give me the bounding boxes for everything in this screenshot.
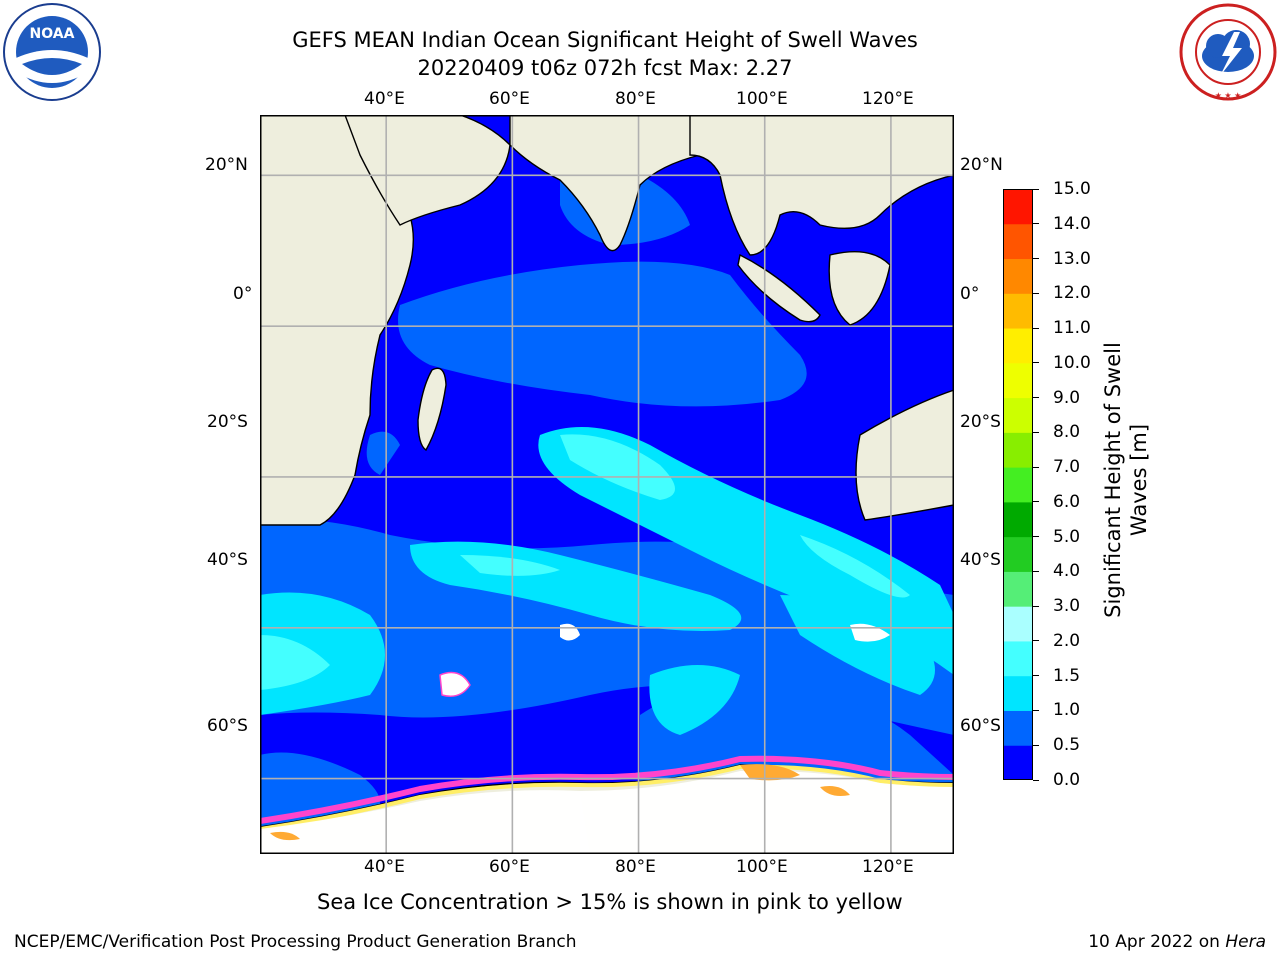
lat-tick-left-0: 0° bbox=[233, 284, 253, 304]
colorbar-tick-mark bbox=[1033, 223, 1039, 225]
lat-tick-right-60s: 60°S bbox=[960, 716, 1001, 736]
colorbar-swatch bbox=[1003, 710, 1033, 746]
colorbar-swatch bbox=[1003, 328, 1033, 364]
colorbar-swatch bbox=[1003, 675, 1033, 711]
chart-title-line2: 20220409 t06z 072h fcst Max: 2.27 bbox=[417, 56, 793, 80]
colorbar-swatch bbox=[1003, 223, 1033, 260]
colorbar-tick-mark bbox=[1033, 570, 1039, 572]
colorbar bbox=[1003, 189, 1033, 781]
colorbar-tick-label: 6.0 bbox=[1053, 491, 1081, 512]
colorbar-tick-label: 0.5 bbox=[1053, 735, 1081, 756]
svg-text:★ ★ ★: ★ ★ ★ bbox=[1215, 91, 1242, 100]
nws-logo: ★ ★ ★ bbox=[1178, 2, 1278, 102]
lon-tick-top-80e: 80°E bbox=[615, 89, 656, 109]
land-borneo bbox=[828, 250, 891, 326]
noaa-logo: NOAA bbox=[2, 2, 102, 102]
sea-ice-caption: Sea Ice Concentration > 15% is shown in … bbox=[317, 890, 903, 914]
lon-tick-top-40e: 40°E bbox=[364, 89, 405, 109]
colorbar-tick-mark bbox=[1033, 709, 1039, 711]
colorbar-tick-mark bbox=[1033, 292, 1039, 294]
noaa-logo-text: NOAA bbox=[30, 26, 75, 42]
colorbar-label-line2: Waves [m] bbox=[1127, 423, 1151, 537]
colorbar-swatch bbox=[1003, 189, 1033, 225]
colorbar-tick-mark bbox=[1033, 779, 1039, 781]
colorbar-tick-label: 13.0 bbox=[1053, 248, 1091, 269]
colorbar-tick-label: 8.0 bbox=[1053, 422, 1081, 443]
colorbar-tick-mark bbox=[1033, 397, 1039, 399]
colorbar-tick-label: 11.0 bbox=[1053, 318, 1091, 339]
lon-tick-top-100e: 100°E bbox=[736, 89, 788, 109]
colorbar-tick-mark bbox=[1033, 466, 1039, 468]
colorbar-tick-label: 1.5 bbox=[1053, 665, 1081, 686]
land-australia bbox=[855, 389, 954, 521]
colorbar-tick-label: 14.0 bbox=[1053, 213, 1091, 234]
colorbar-swatch bbox=[1003, 362, 1033, 399]
map-frame bbox=[260, 115, 954, 854]
colorbar-tick-label: 9.0 bbox=[1053, 387, 1081, 408]
colorbar-tick-mark bbox=[1033, 431, 1039, 433]
lat-tick-left-20s: 20°S bbox=[207, 412, 248, 432]
land-sumatra bbox=[737, 253, 821, 323]
colorbar-swatch bbox=[1003, 745, 1033, 781]
colorbar-swatch bbox=[1003, 293, 1033, 329]
lon-tick-top-120e: 120°E bbox=[862, 89, 914, 109]
lat-tick-right-0: 0° bbox=[960, 284, 980, 304]
lat-tick-left-20n: 20°N bbox=[205, 155, 248, 175]
lon-tick-bottom-60e: 60°E bbox=[489, 857, 530, 877]
colorbar-tick-mark bbox=[1033, 640, 1039, 642]
colorbar-label-line1: Significant Height of Swell bbox=[1101, 342, 1125, 618]
land-india bbox=[509, 115, 701, 252]
lat-tick-right-20n: 20°N bbox=[960, 155, 1003, 175]
lat-tick-left-40s: 40°S bbox=[207, 550, 248, 570]
lat-tick-left-60s: 60°S bbox=[207, 716, 248, 736]
colorbar-tick-label: 10.0 bbox=[1053, 352, 1091, 373]
colorbar-tick-label: 2.0 bbox=[1053, 630, 1081, 651]
colorbar-swatch bbox=[1003, 432, 1033, 468]
colorbar-tick-label: 12.0 bbox=[1053, 283, 1091, 304]
colorbar-tick-mark bbox=[1033, 188, 1039, 190]
colorbar-tick-mark bbox=[1033, 744, 1039, 746]
colorbar-tick-label: 0.0 bbox=[1053, 770, 1081, 790]
colorbar-tick-label: 5.0 bbox=[1053, 526, 1081, 547]
lon-tick-bottom-80e: 80°E bbox=[615, 857, 656, 877]
colorbar-tick-label: 4.0 bbox=[1053, 561, 1081, 582]
colorbar-swatch bbox=[1003, 397, 1033, 433]
colorbar-swatch bbox=[1003, 536, 1033, 572]
colorbar-swatch bbox=[1003, 258, 1033, 294]
lon-tick-top-60e: 60°E bbox=[489, 89, 530, 109]
colorbar-tick-label: 7.0 bbox=[1053, 457, 1081, 478]
colorbar-tick-mark bbox=[1033, 605, 1039, 607]
map-plot bbox=[260, 115, 954, 854]
lat-tick-right-20s: 20°S bbox=[960, 412, 1001, 432]
colorbar-swatch bbox=[1003, 467, 1033, 503]
lon-tick-bottom-100e: 100°E bbox=[736, 857, 788, 877]
colorbar-tick-label: 15.0 bbox=[1053, 179, 1091, 199]
colorbar-tick-mark bbox=[1033, 258, 1039, 260]
colorbar-tick-mark bbox=[1033, 675, 1039, 677]
colorbar-swatch bbox=[1003, 606, 1033, 642]
graticule bbox=[260, 115, 954, 854]
footer-host: Hera bbox=[1225, 932, 1266, 952]
chart-title-line1: GEFS MEAN Indian Ocean Significant Heigh… bbox=[292, 28, 918, 52]
footer-date: 10 Apr 2022 on bbox=[1088, 932, 1226, 952]
colorbar-tick-mark bbox=[1033, 536, 1039, 538]
swell-band-peak bbox=[260, 434, 910, 690]
colorbar-tick-label: 1.0 bbox=[1053, 700, 1081, 721]
colorbar-tick-label: 3.0 bbox=[1053, 596, 1081, 617]
footer-left: NCEP/EMC/Verification Post Processing Pr… bbox=[14, 932, 577, 952]
land-madagascar bbox=[417, 367, 447, 451]
colorbar-swatch bbox=[1003, 501, 1033, 538]
lon-tick-bottom-40e: 40°E bbox=[364, 857, 405, 877]
colorbar-swatch bbox=[1003, 640, 1033, 677]
footer-right: 10 Apr 2022 on Hera bbox=[1088, 932, 1266, 952]
colorbar-tick-mark bbox=[1033, 501, 1039, 503]
sea-ice bbox=[260, 623, 954, 854]
colorbar-tick-mark bbox=[1033, 327, 1039, 329]
lat-tick-right-40s: 40°S bbox=[960, 550, 1001, 570]
colorbar-tick-mark bbox=[1033, 362, 1039, 364]
colorbar-swatch bbox=[1003, 571, 1033, 607]
lon-tick-bottom-120e: 120°E bbox=[862, 857, 914, 877]
